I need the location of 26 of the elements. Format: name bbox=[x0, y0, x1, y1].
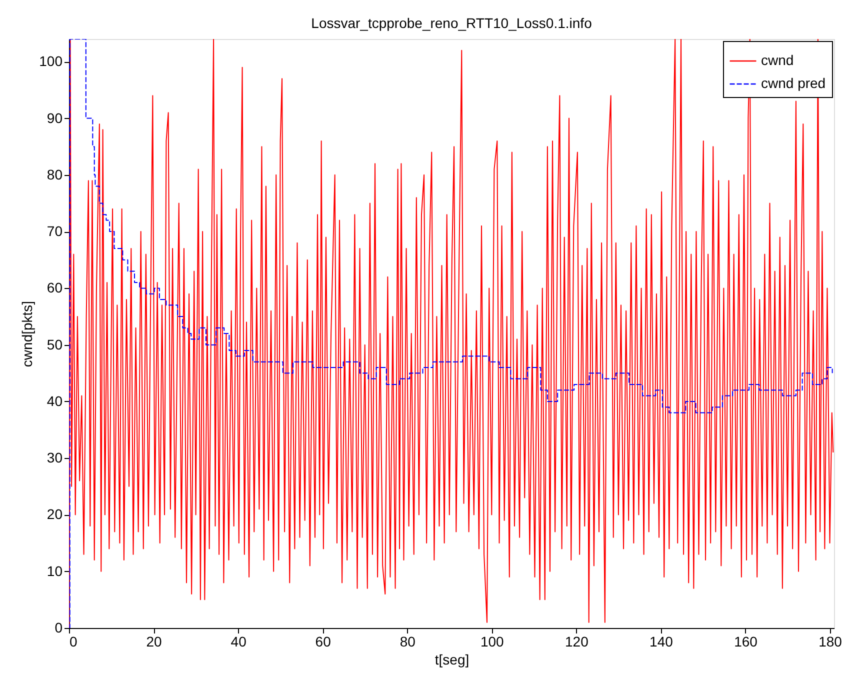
x-tick-label: 120 bbox=[565, 634, 589, 650]
y-tick-label: 50 bbox=[46, 336, 63, 352]
x-tick-label: 160 bbox=[734, 634, 758, 650]
x-tick-label: 0 bbox=[70, 634, 78, 650]
y-tick-label: 40 bbox=[46, 392, 63, 409]
x-tick-label: 60 bbox=[315, 634, 332, 650]
y-tick-label: 100 bbox=[39, 53, 63, 70]
y-tick-label: 20 bbox=[46, 506, 63, 522]
legend-label: cwnd pred bbox=[761, 75, 826, 91]
y-tick-label: 0 bbox=[54, 620, 63, 636]
x-tick-label: 80 bbox=[400, 634, 416, 650]
y-tick-label: 60 bbox=[46, 280, 63, 296]
y-tick-label: 10 bbox=[46, 562, 63, 579]
x-tick-label: 180 bbox=[818, 634, 842, 650]
y-axis-title: cwnd[pkts] bbox=[19, 300, 36, 368]
x-tick-label: 100 bbox=[480, 634, 504, 650]
y-tick-label: 90 bbox=[46, 110, 63, 126]
y-tick-label: 70 bbox=[46, 223, 63, 240]
x-axis-title: t[seg] bbox=[434, 652, 470, 668]
y-tick-label: 80 bbox=[46, 166, 63, 182]
y-tick-label: 30 bbox=[46, 450, 63, 466]
x-tick-label: 20 bbox=[146, 634, 162, 650]
chart-title: Lossvar_tcpprobe_reno_RTT10_Loss0.1.info bbox=[311, 15, 592, 31]
legend-label: cwnd bbox=[761, 52, 794, 68]
x-tick-label: 40 bbox=[230, 634, 247, 650]
x-tick-label: 140 bbox=[650, 634, 674, 650]
